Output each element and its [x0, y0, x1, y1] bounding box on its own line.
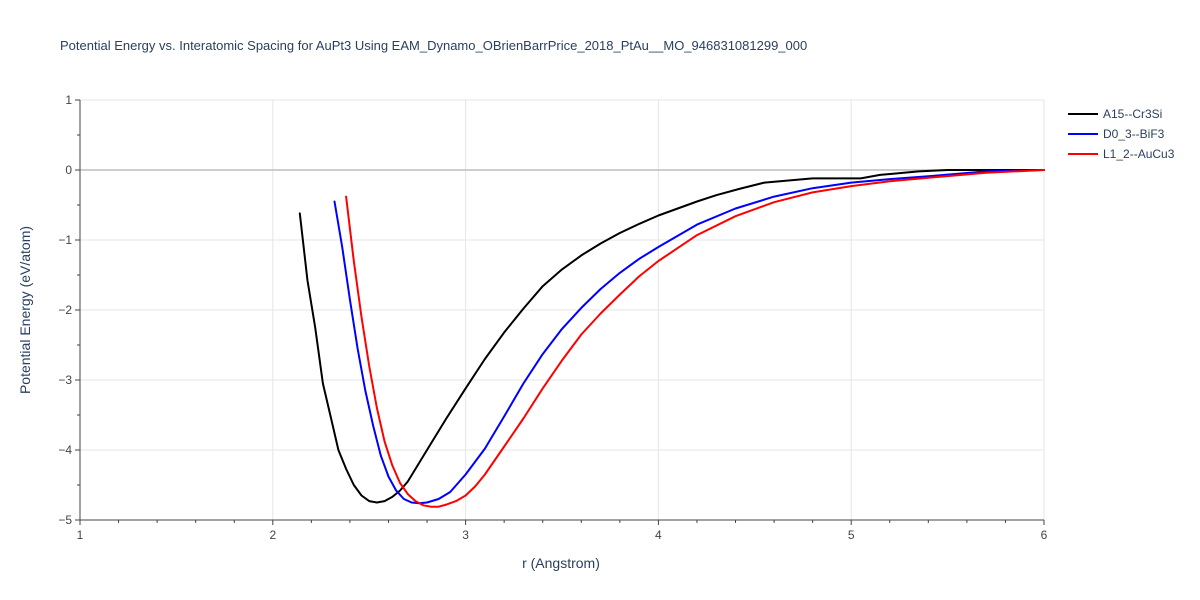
x-axis-title: r (Angstrom) [522, 555, 600, 571]
y-tick-label: 0 [65, 163, 72, 177]
x-tick-label: 5 [848, 528, 855, 542]
y-tick-label: −2 [58, 303, 72, 317]
y-tick-label: −3 [58, 373, 72, 387]
legend-label: L1_2--AuCu3 [1103, 147, 1175, 161]
y-tick-label: −1 [58, 233, 72, 247]
y-axis-title: Potential Energy (eV/atom) [17, 226, 33, 394]
axis-ticks: 1 2 3 4 5 6 1 0 −1 −2 −3 −4 −5 [58, 93, 1047, 542]
x-tick-label: 6 [1041, 528, 1048, 542]
legend-item[interactable]: D0_3--BiF3 [1068, 127, 1165, 141]
y-tick-label: −4 [58, 443, 72, 457]
legend-item[interactable]: L1_2--AuCu3 [1068, 147, 1175, 161]
legend-label: D0_3--BiF3 [1103, 127, 1165, 141]
chart-title: Potential Energy vs. Interatomic Spacing… [60, 38, 807, 53]
series-line-a15-cr3si[interactable] [298, 169, 1045, 504]
series-line-l1-2-aucu3[interactable] [345, 169, 1045, 508]
legend[interactable]: A15--Cr3Si D0_3--BiF3 L1_2--AuCu3 [1068, 107, 1175, 161]
x-tick-label: 1 [77, 528, 84, 542]
x-tick-label: 3 [462, 528, 469, 542]
x-tick-label: 2 [269, 528, 276, 542]
y-tick-label: 1 [65, 93, 72, 107]
legend-label: A15--Cr3Si [1103, 107, 1162, 121]
plot-area [298, 169, 1045, 508]
series-line-d0-3-bif3[interactable] [333, 169, 1045, 505]
legend-item[interactable]: A15--Cr3Si [1068, 107, 1162, 121]
x-tick-label: 4 [655, 528, 662, 542]
grid-lines [80, 99, 1045, 520]
y-tick-label: −5 [58, 513, 72, 527]
series-lines [298, 169, 1045, 508]
